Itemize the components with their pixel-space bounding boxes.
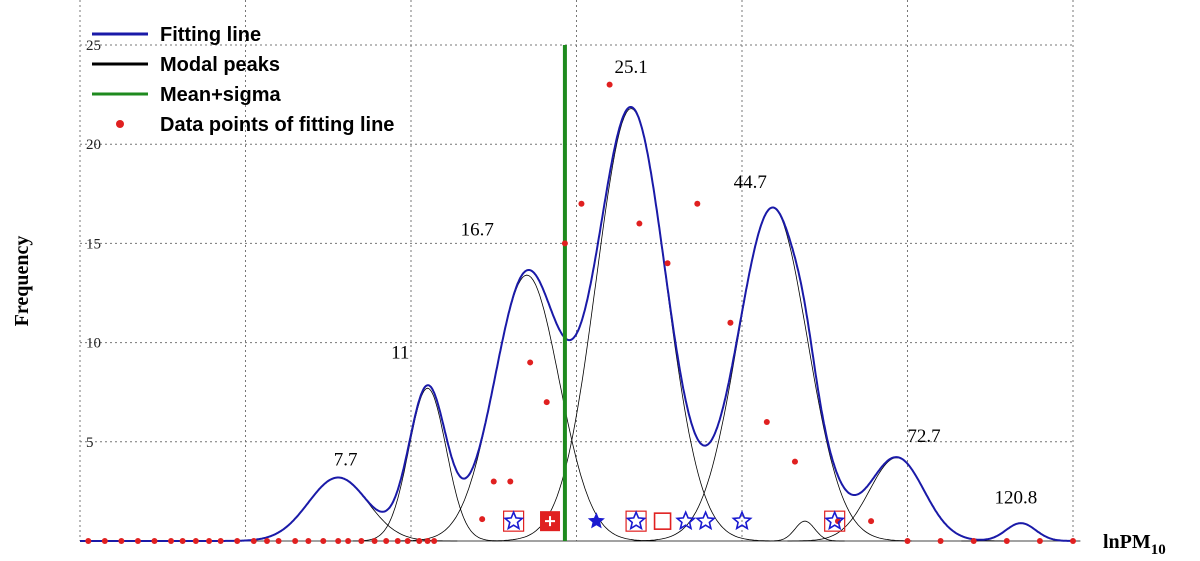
data-point (904, 538, 911, 544)
data-point (179, 538, 186, 544)
legend-label: Modal peaks (160, 54, 280, 76)
y-tick-label: 15 (86, 236, 101, 252)
data-point (217, 538, 224, 544)
data-point (834, 518, 841, 525)
data-point (727, 319, 734, 326)
data-point (694, 200, 701, 207)
data-point (970, 538, 977, 544)
data-point (264, 538, 271, 544)
data-point (151, 538, 158, 544)
data-point (561, 240, 568, 247)
marker-row (503, 510, 846, 532)
data-point (543, 399, 550, 406)
x-axis-title-main: lnPM (1103, 531, 1151, 553)
data-point (664, 260, 671, 267)
data-point (250, 538, 257, 544)
peak-label: 120.8 (995, 487, 1038, 508)
modal-peak-curve (633, 207, 912, 542)
data-point (431, 538, 438, 544)
data-point (358, 538, 365, 544)
modal-peak-curve (219, 477, 458, 542)
data-point (578, 200, 585, 207)
data-point (1003, 538, 1010, 544)
modal-peak-curve (397, 274, 656, 542)
data-point (937, 538, 944, 544)
peak-label: 11 (391, 342, 409, 363)
legend-label: Data points of fitting line (160, 114, 394, 136)
data-point (507, 478, 514, 485)
y-tick-label: 20 (86, 137, 101, 153)
data-point (404, 538, 411, 544)
data-point (394, 538, 401, 544)
data-point (206, 538, 213, 544)
legend: Fitting line Modal peaks Mean+sigma Data po… (92, 24, 394, 136)
peak-label: 25.1 (614, 57, 647, 78)
data-points (85, 81, 1076, 544)
x-axis-title-subscript: 10 (1151, 542, 1166, 558)
data-point (192, 538, 199, 544)
data-point (490, 478, 497, 485)
y-axis-title: Frequency (11, 236, 33, 327)
marker-star (503, 510, 525, 531)
modal-peak-curve (765, 520, 845, 542)
data-point (383, 538, 390, 544)
modal-peak-curve (353, 387, 502, 542)
data-point (791, 458, 798, 465)
marker-star (695, 510, 717, 531)
marker-star (824, 510, 846, 531)
peak-label: 72.7 (907, 426, 940, 447)
data-point (234, 538, 241, 544)
data-point (85, 538, 92, 544)
marker-square (653, 512, 672, 530)
data-point (335, 538, 342, 544)
marker-star (675, 510, 697, 531)
data-point (1036, 538, 1043, 544)
legend-swatch-dot (116, 120, 124, 128)
peak-label: 44.7 (734, 172, 767, 193)
modal-peak-curve (787, 457, 1006, 542)
data-point (168, 538, 175, 544)
marker-plus (545, 516, 556, 527)
marker-star (731, 510, 753, 531)
data-point (134, 538, 141, 544)
data-point (868, 518, 875, 525)
modal-peak-curve (492, 108, 771, 542)
marker-star (625, 510, 647, 531)
data-point (479, 516, 486, 523)
data-point (101, 538, 108, 544)
data-point (320, 538, 327, 544)
marker-star-filled (587, 512, 605, 529)
data-point (118, 538, 125, 544)
data-point (345, 538, 352, 544)
data-point (416, 538, 423, 544)
peak-labels: 7.7 11 16.7 25.1 44.7 72.7 120.8 (334, 57, 1038, 509)
peak-label: 16.7 (461, 219, 494, 240)
y-tick-label: 25 (86, 38, 101, 54)
legend-label: Mean+sigma (160, 84, 281, 106)
data-point (636, 220, 643, 227)
data-point (371, 538, 378, 544)
modal-peak-curve (961, 522, 1081, 542)
y-tick-labels: 5 10 15 20 25 (86, 38, 101, 451)
y-tick-label: 5 (86, 435, 94, 451)
data-point (292, 538, 299, 544)
data-point (305, 538, 312, 544)
peak-label: 7.7 (334, 450, 358, 471)
data-point (424, 538, 431, 544)
fitting-line (80, 106, 1073, 542)
data-point (275, 538, 282, 544)
data-point (763, 418, 770, 425)
y-tick-label: 10 (86, 336, 101, 352)
fitting-line-group (80, 106, 1073, 542)
x-axis-title: lnPM10 (1103, 531, 1166, 558)
data-point (1070, 538, 1076, 544)
modal-peaks (219, 108, 1081, 542)
legend-label: Fitting line (160, 24, 261, 46)
data-point (606, 81, 613, 88)
data-point (527, 359, 534, 366)
